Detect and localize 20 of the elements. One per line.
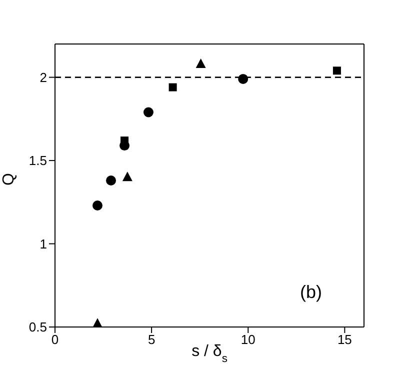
point xyxy=(92,200,102,210)
point xyxy=(92,318,102,327)
x-tick-label: 5 xyxy=(148,332,156,348)
point xyxy=(122,172,132,182)
y-axis-title: Q xyxy=(0,173,18,186)
point xyxy=(332,66,341,75)
y-tick-label: 1 xyxy=(40,236,47,252)
y-tick-label: 2 xyxy=(40,70,47,85)
x-axis-title: s / δ$_{s}$ xyxy=(192,343,228,365)
annotation: (b) xyxy=(300,282,322,303)
point xyxy=(238,74,248,84)
x-tick-label: 0 xyxy=(51,332,59,348)
x-tick-label: 15 xyxy=(337,332,352,348)
point xyxy=(106,176,116,186)
point xyxy=(196,58,206,68)
y-tick-label: 1.5 xyxy=(28,153,47,168)
point xyxy=(143,107,154,118)
y-tick-label: 0.5 xyxy=(28,320,47,335)
point xyxy=(168,83,177,92)
x-tick-label: 10 xyxy=(240,332,256,348)
